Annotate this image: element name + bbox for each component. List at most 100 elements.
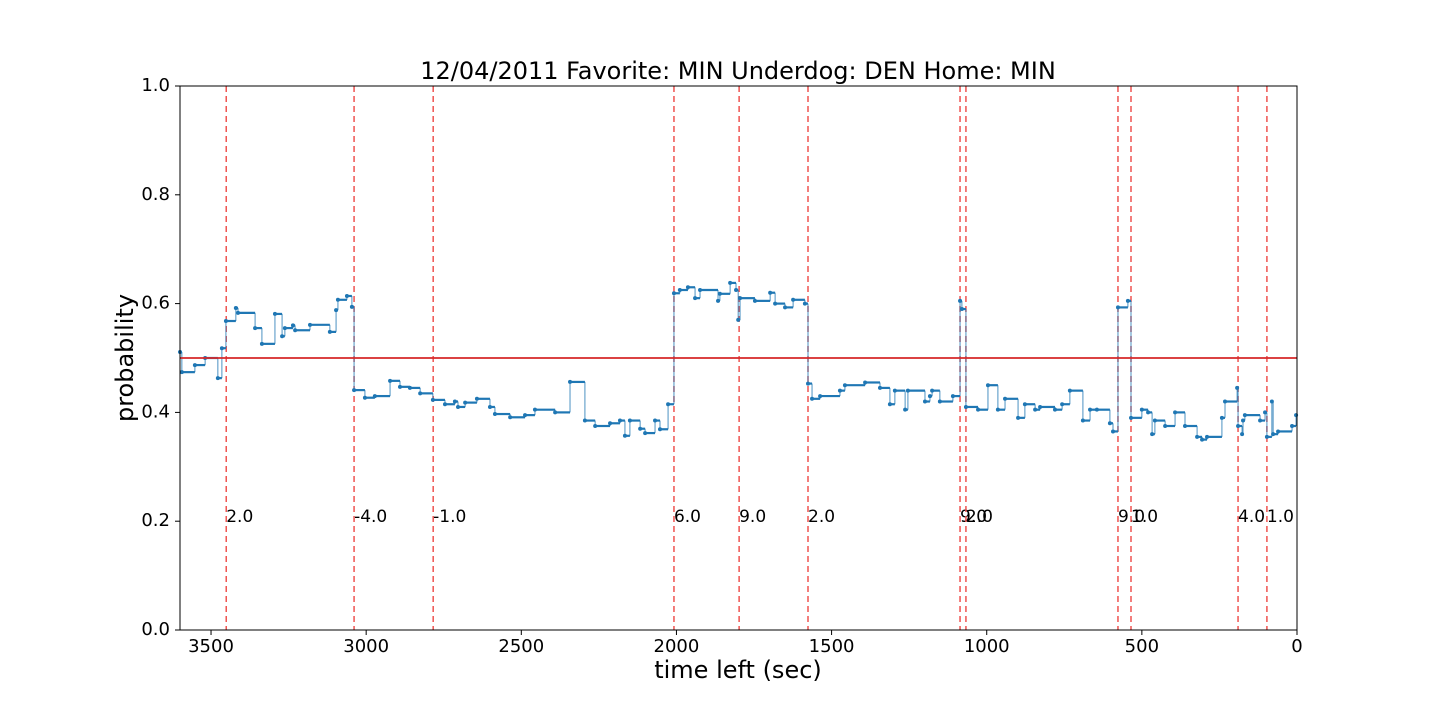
data-point: [1290, 424, 1295, 428]
data-point: [1173, 410, 1178, 415]
data-point: [666, 402, 671, 407]
data-point: [418, 391, 423, 396]
data-point: [1223, 399, 1228, 404]
data-point: [693, 296, 698, 301]
data-point: [1200, 437, 1205, 442]
data-point: [308, 322, 313, 327]
data-point: [937, 399, 942, 404]
data-point: [927, 394, 932, 399]
data-point: [344, 293, 349, 298]
data-point: [1240, 432, 1245, 437]
event-label: 6.0: [674, 507, 701, 527]
data-point: [1060, 402, 1065, 407]
data-point: [272, 311, 277, 316]
data-point: [407, 385, 412, 390]
data-point: [223, 319, 228, 324]
y-tick-label: 0.4: [141, 401, 170, 422]
data-point: [452, 399, 457, 404]
data-point: [818, 394, 823, 399]
y-tick-label: 0.0: [141, 619, 170, 640]
data-point: [1003, 396, 1008, 401]
y-tick-label: 0.2: [141, 510, 170, 531]
data-point: [1080, 418, 1085, 423]
data-point: [905, 388, 910, 393]
data-point: [463, 400, 468, 405]
data-point: [487, 404, 492, 409]
data-point: [1150, 432, 1155, 437]
data-point: [327, 329, 332, 334]
chart-title: 12/04/2011 Favorite: MIN Underdog: DEN H…: [420, 57, 1056, 85]
data-point: [1152, 418, 1157, 423]
data-point: [233, 305, 238, 310]
data-point: [290, 323, 295, 328]
data-point: [253, 326, 258, 331]
data-point: [863, 380, 868, 385]
data-point: [523, 413, 528, 418]
x-axis-label: time left (sec): [654, 656, 822, 684]
data-point: [1276, 429, 1281, 434]
event-label: 2.0: [226, 507, 253, 527]
data-point: [677, 288, 682, 292]
data-point: [1016, 415, 1021, 420]
data-point: [593, 424, 598, 428]
data-point: [842, 383, 847, 388]
data-point: [806, 381, 811, 386]
event-label: 9.0: [960, 507, 987, 527]
data-point: [892, 388, 897, 393]
data-point: [1182, 424, 1187, 428]
data-point: [179, 370, 184, 375]
data-point: [922, 399, 927, 404]
x-tick-label: 2000: [654, 636, 700, 657]
data-point: [1088, 407, 1093, 412]
event-label: -1.0: [433, 507, 466, 527]
data-point: [768, 290, 773, 295]
event-label: 1.0: [1267, 507, 1294, 527]
data-point: [627, 418, 632, 423]
data-point: [456, 404, 461, 409]
data-point: [1242, 413, 1247, 418]
x-tick-label: 0: [1291, 636, 1302, 657]
data-point: [352, 388, 357, 393]
data-point: [1022, 402, 1027, 407]
data-point: [236, 310, 241, 315]
data-point: [734, 288, 739, 292]
data-point: [995, 407, 1000, 412]
data-point: [349, 304, 354, 309]
y-tick-label: 0.8: [141, 184, 170, 205]
event-label: 2.0: [966, 507, 993, 527]
data-point: [259, 341, 264, 346]
data-point: [653, 418, 658, 423]
data-point: [1195, 434, 1200, 439]
event-label: 4.0: [1238, 507, 1265, 527]
data-point: [1129, 415, 1134, 420]
data-point: [492, 412, 497, 417]
data-point: [1235, 385, 1240, 390]
data-point: [959, 307, 964, 312]
data-point: [728, 280, 733, 285]
data-point: [638, 426, 643, 431]
x-tick-label: 3500: [188, 636, 234, 657]
data-point: [903, 407, 908, 412]
data-point: [958, 298, 963, 303]
data-point: [887, 402, 892, 407]
data-point: [1264, 434, 1269, 439]
data-point: [698, 288, 703, 292]
data-point: [1163, 424, 1168, 428]
data-point: [215, 376, 220, 381]
data-point: [362, 395, 367, 400]
data-point: [736, 317, 741, 322]
data-point: [976, 407, 981, 412]
event-label: 2.0: [808, 507, 835, 527]
data-point: [685, 285, 690, 290]
data-point: [219, 346, 224, 351]
y-tick-label: 0.6: [141, 293, 170, 314]
data-point: [877, 385, 882, 390]
data-point: [1258, 418, 1263, 423]
data-point: [1263, 410, 1268, 415]
data-point: [1033, 407, 1038, 412]
data-point: [657, 427, 662, 432]
data-point: [280, 334, 285, 339]
data-point: [1139, 407, 1144, 412]
data-point: [397, 384, 402, 389]
data-point: [568, 379, 573, 384]
